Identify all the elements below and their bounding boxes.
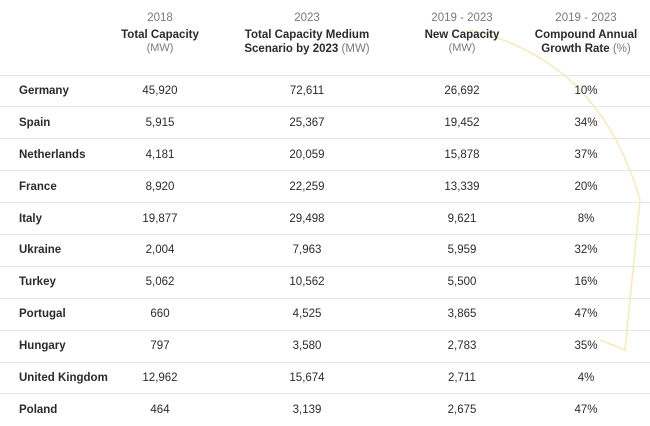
total-2018-cell: 464 — [108, 393, 212, 426]
new-capacity-cell: 2,783 — [402, 329, 522, 363]
total-2023-cell: 25,367 — [212, 106, 402, 139]
new-capacity-cell: 2,675 — [402, 393, 522, 426]
total-2023-cell: 4,525 — [212, 297, 402, 331]
country-cell: Italy — [0, 202, 108, 235]
cagr-cell: 20% — [522, 170, 650, 203]
new-capacity-cell: 5,500 — [402, 265, 522, 299]
country-cell: Spain — [0, 106, 108, 139]
total-2023-cell: 72,611 — [212, 74, 402, 107]
cagr-cell: 8% — [522, 202, 650, 235]
new-capacity-cell: 9,621 — [402, 202, 522, 235]
header-year: 2023 — [294, 12, 320, 24]
header-year: 2019 - 2023 — [431, 12, 493, 24]
country-cell: Turkey — [0, 265, 108, 299]
total-2023-cell: 10,562 — [212, 265, 402, 299]
header-row: 2018 Total Capacity (MW) 2023 Total Capa… — [0, 0, 650, 75]
table-row: Italy 19,877 29,498 9,621 8% — [0, 202, 650, 235]
total-2018-cell: 5,915 — [108, 106, 212, 139]
table-row: Poland 464 3,139 2,675 47% — [0, 393, 650, 426]
total-2018-cell: 8,920 — [108, 170, 212, 203]
header-unit: (MW) — [146, 42, 174, 54]
total-2023-cell: 3,139 — [212, 393, 402, 426]
header-title: New Capacity — [424, 29, 500, 41]
total-2023-cell: 3,580 — [212, 329, 402, 363]
total-2023-cell: 7,963 — [212, 233, 402, 267]
header-unit: (MW) — [448, 42, 476, 54]
country-cell: Germany — [0, 74, 108, 107]
table-row: United Kingdom 12,962 15,674 2,711 4% — [0, 361, 650, 394]
new-capacity-cell: 19,452 — [402, 106, 522, 139]
table-row: France 8,920 22,259 13,339 20% — [0, 170, 650, 203]
cagr-cell: 16% — [522, 265, 650, 299]
header-title: Compound Annual Growth Rate (%) — [534, 29, 638, 55]
header-total-2018: 2018 Total Capacity (MW) — [108, 0, 212, 75]
table-row: Turkey 5,062 10,562 5,500 16% — [0, 265, 650, 299]
total-2023-cell: 22,259 — [212, 170, 402, 203]
country-cell: Ukraine — [0, 233, 108, 267]
header-title: Total Capacity Medium Scenario by 2023 (M… — [244, 29, 370, 55]
cagr-cell: 35% — [522, 329, 650, 363]
header-title: Total Capacity — [121, 29, 199, 41]
new-capacity-cell: 5,959 — [402, 233, 522, 267]
total-2023-cell: 15,674 — [212, 361, 402, 394]
new-capacity-cell: 15,878 — [402, 138, 522, 171]
new-capacity-cell: 26,692 — [402, 74, 522, 107]
new-capacity-cell: 3,865 — [402, 297, 522, 331]
cagr-cell: 10% — [522, 74, 650, 107]
table-row: Ukraine 2,004 7,963 5,959 32% — [0, 233, 650, 267]
total-2018-cell: 660 — [108, 297, 212, 331]
header-total-2023: 2023 Total Capacity Medium Scenario by 20… — [212, 0, 402, 75]
total-2023-cell: 20,059 — [212, 138, 402, 171]
country-cell: Poland — [0, 393, 108, 426]
country-cell: France — [0, 170, 108, 203]
new-capacity-cell: 2,711 — [402, 361, 522, 394]
cagr-cell: 32% — [522, 233, 650, 267]
country-cell: Portugal — [0, 297, 108, 331]
total-2023-cell: 29,498 — [212, 202, 402, 235]
header-year: 2019 - 2023 — [555, 12, 617, 24]
table-row: Spain 5,915 25,367 19,452 34% — [0, 106, 650, 139]
total-2018-cell: 5,062 — [108, 265, 212, 299]
cagr-cell: 34% — [522, 106, 650, 139]
header-new-capacity: 2019 - 2023 New Capacity (MW) — [402, 0, 522, 75]
cagr-cell: 47% — [522, 297, 650, 331]
table-row: Germany 45,920 72,611 26,692 10% — [0, 74, 650, 107]
total-2018-cell: 2,004 — [108, 233, 212, 267]
header-country — [0, 0, 108, 75]
country-cell: United Kingdom — [0, 361, 108, 394]
table-row: Portugal 660 4,525 3,865 47% — [0, 297, 650, 331]
country-cell: Hungary — [0, 329, 108, 363]
country-cell: Netherlands — [0, 138, 108, 171]
header-year: 2018 — [147, 12, 173, 24]
table-body: Germany 45,920 72,611 26,692 10% Spain 5… — [0, 74, 650, 426]
total-2018-cell: 45,920 — [108, 74, 212, 107]
cagr-cell: 37% — [522, 138, 650, 171]
header-cagr: 2019 - 2023 Compound Annual Growth Rate (… — [522, 0, 650, 75]
cagr-cell: 4% — [522, 361, 650, 394]
cagr-cell: 47% — [522, 393, 650, 426]
total-2018-cell: 797 — [108, 329, 212, 363]
total-2018-cell: 12,962 — [108, 361, 212, 394]
table-row: Hungary 797 3,580 2,783 35% — [0, 329, 650, 363]
total-2018-cell: 19,877 — [108, 202, 212, 235]
table-row: Netherlands 4,181 20,059 15,878 37% — [0, 138, 650, 171]
total-2018-cell: 4,181 — [108, 138, 212, 171]
new-capacity-cell: 13,339 — [402, 170, 522, 203]
